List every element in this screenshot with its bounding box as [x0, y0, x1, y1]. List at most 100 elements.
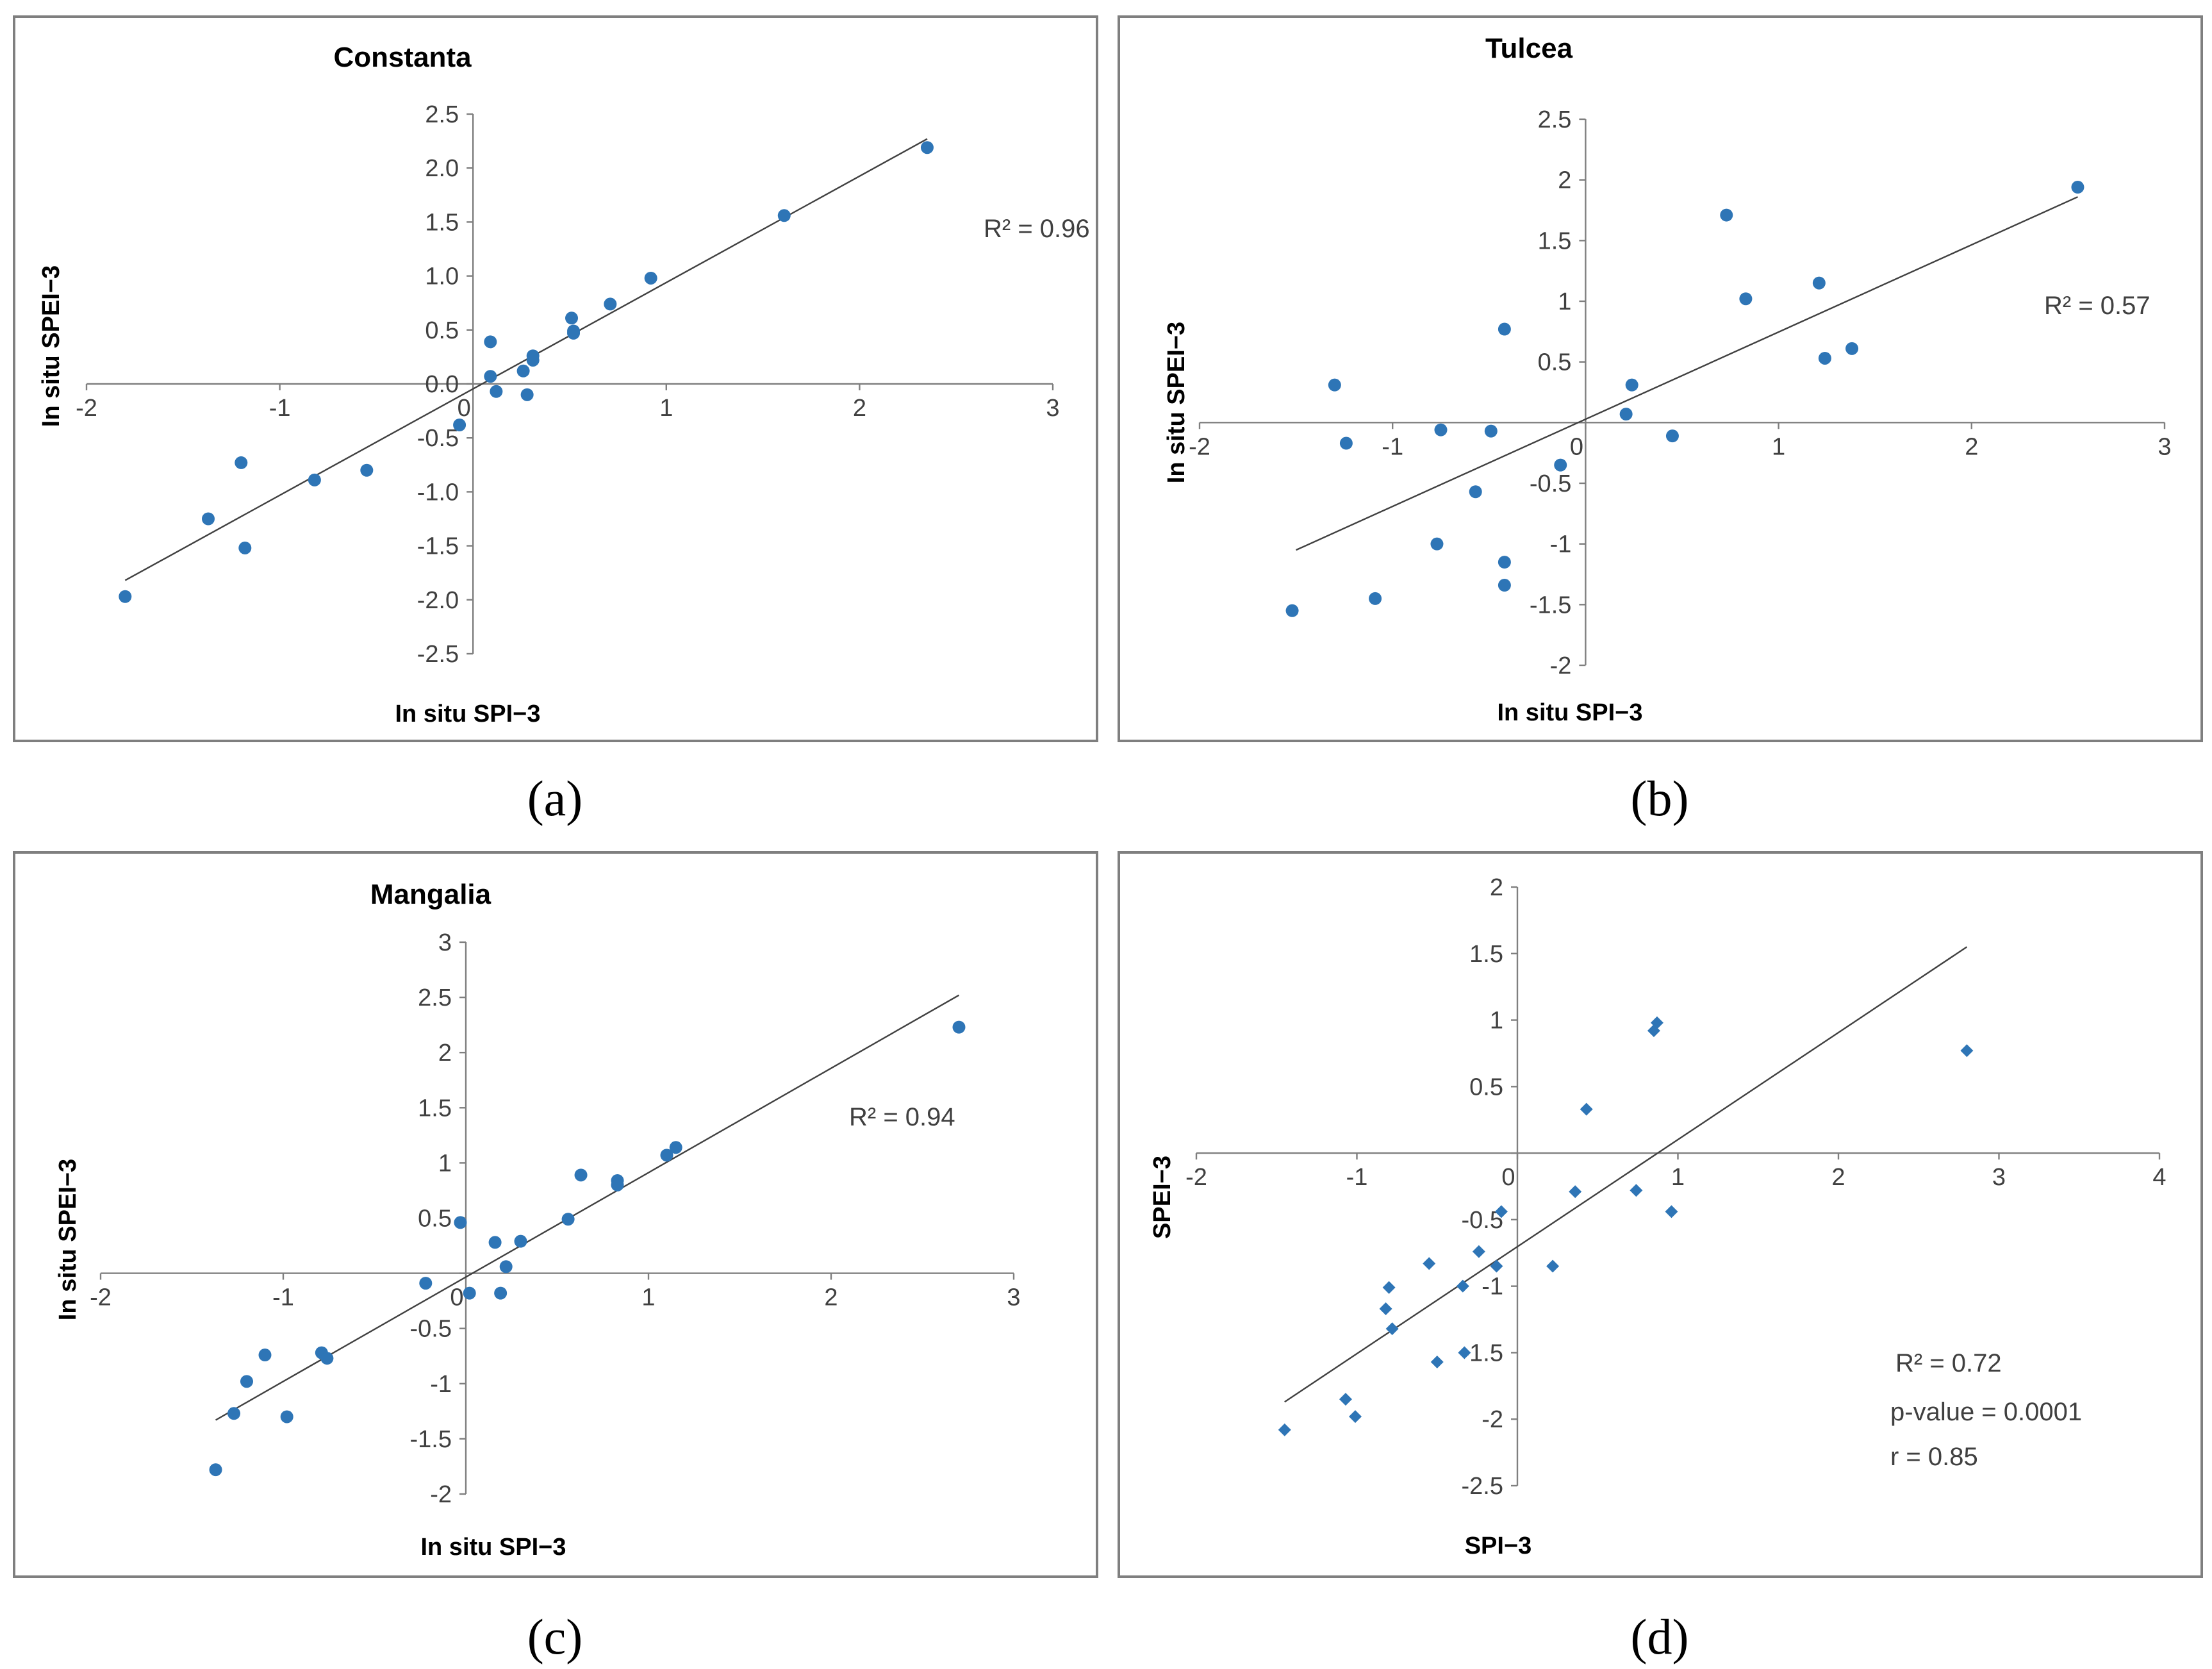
data-point [499, 1260, 513, 1274]
x-tick-label: -1 [272, 1284, 294, 1311]
y-tick-label: 0.5 [418, 1206, 452, 1233]
data-point [2071, 181, 2084, 194]
data-point [1569, 1185, 1582, 1199]
data-point [1960, 1044, 1974, 1058]
data-point [454, 1216, 467, 1229]
panel-b-ylabel: In situ SPEI−3 [1163, 322, 1190, 483]
data-point [1498, 556, 1511, 569]
panel-a-title: Constanta [333, 42, 472, 73]
data-point [526, 349, 540, 363]
y-tick-label: 1 [438, 1150, 452, 1177]
data-point [1430, 537, 1444, 551]
data-point [484, 370, 497, 383]
data-point [202, 512, 215, 526]
x-tick-label: 1 [659, 395, 673, 422]
data-point [1554, 458, 1567, 472]
x-tick-label: 2 [853, 395, 866, 422]
y-tick-label: -2 [430, 1481, 452, 1508]
y-tick-label: -0.5 [417, 425, 459, 452]
x-tick-label: -2 [76, 395, 97, 422]
y-tick-label: -1 [1550, 531, 1572, 558]
data-point [1665, 429, 1679, 443]
data-point [494, 1286, 508, 1300]
data-point [238, 541, 252, 554]
panel-b-marks: -2 -1 0 1 2 3 2.5 2 1.5 1 0.5 -0.5 -1 -1.5 -2 [1189, 106, 2171, 679]
panel-a-annotation-1: R² = 0.96 [984, 215, 1090, 243]
data-point [516, 364, 530, 378]
y-tick-label: 0.0 [425, 371, 459, 398]
data-point [777, 209, 791, 222]
data-point [360, 463, 374, 477]
data-point [1812, 276, 1826, 290]
data-point [235, 456, 248, 469]
y-tick-label: 2.5 [418, 984, 452, 1011]
data-point [565, 311, 579, 325]
panel-a: Constanta In situ SPI−3 In situ SPEI−3 R… [13, 15, 1098, 826]
panel-c-title: Mangalia [370, 879, 491, 910]
y-tick-label: -2 [1482, 1406, 1503, 1433]
data-point [490, 385, 503, 398]
data-point [1546, 1259, 1560, 1273]
data-point [227, 1407, 241, 1420]
data-point [1423, 1257, 1436, 1270]
panel-d-caption: (d) [1631, 1609, 1689, 1665]
panel-c-ylabel: In situ SPEI−3 [54, 1159, 81, 1320]
x-tick-label: -1 [1382, 433, 1403, 460]
panel-d-xlabel: SPI−3 [1465, 1532, 1532, 1559]
trendline [1284, 946, 1968, 1403]
data-point [453, 418, 466, 431]
panel-b: Tulcea In situ SPI−3 In situ SPEI−3 R² =… [1118, 15, 2203, 826]
panel-d: SPI−3 SPEI−3 R² = 0.72 p-value = 0.0001 … [1118, 851, 2203, 1665]
panel-b-frame [1118, 15, 2203, 742]
data-point [240, 1375, 253, 1388]
data-point [520, 388, 534, 401]
y-tick-label: -1.5 [410, 1426, 452, 1453]
data-point [209, 1463, 222, 1477]
data-point [1278, 1423, 1291, 1436]
x-tick-label: 1 [641, 1284, 655, 1311]
data-point [1385, 1322, 1399, 1336]
data-point [1339, 1393, 1352, 1406]
panel-a-frame [13, 15, 1098, 742]
y-tick-label: 1 [1490, 1008, 1503, 1034]
trendline [1296, 196, 2078, 551]
data-point [1469, 485, 1482, 499]
x-tick-label: 0 [1570, 433, 1583, 460]
data-point [1456, 1279, 1469, 1293]
data-point [1665, 1205, 1678, 1218]
panel-d-ylabel: SPEI−3 [1149, 1156, 1176, 1239]
panel-d-marks: -2 -1 0 1 2 3 421.510.5-0.5-1-1.5-2-2.5 [1185, 874, 2166, 1500]
x-tick-label: 0 [450, 1284, 463, 1311]
data-point [1818, 351, 1831, 365]
y-tick-label: 2.5 [1538, 106, 1572, 133]
data-point [1484, 424, 1498, 438]
y-tick-label: 2.0 [425, 155, 459, 182]
data-point [567, 324, 581, 338]
panel-d-annotation-2: p-value = 0.0001 [1890, 1398, 2082, 1426]
panel-b-annotation-1: R² = 0.57 [2044, 292, 2150, 320]
y-tick-label: -0.5 [410, 1316, 452, 1343]
y-tick-label: -1.0 [417, 479, 459, 506]
x-tick-label: -1 [1346, 1164, 1368, 1191]
data-point [1369, 592, 1382, 605]
data-point [1498, 322, 1511, 336]
data-point [920, 141, 934, 154]
data-point [611, 1178, 624, 1192]
data-point [952, 1020, 966, 1034]
data-point [1285, 604, 1299, 617]
data-point [1458, 1346, 1471, 1359]
y-tick-label: 1 [1558, 288, 1571, 315]
y-tick-label: -2 [1550, 652, 1572, 679]
data-point [1490, 1259, 1503, 1273]
panel-a-caption: (a) [527, 770, 583, 826]
data-point [561, 1213, 575, 1226]
data-point [1434, 423, 1448, 436]
panel-a-ylabel: In situ SPEI−3 [38, 265, 65, 427]
data-point [1382, 1281, 1396, 1294]
data-point [1494, 1205, 1508, 1218]
data-point [1348, 1410, 1362, 1424]
x-tick-label: 4 [2152, 1164, 2166, 1191]
y-tick-label: 3 [438, 929, 452, 956]
y-tick-label: 2.5 [425, 101, 459, 128]
data-point [1739, 292, 1753, 306]
